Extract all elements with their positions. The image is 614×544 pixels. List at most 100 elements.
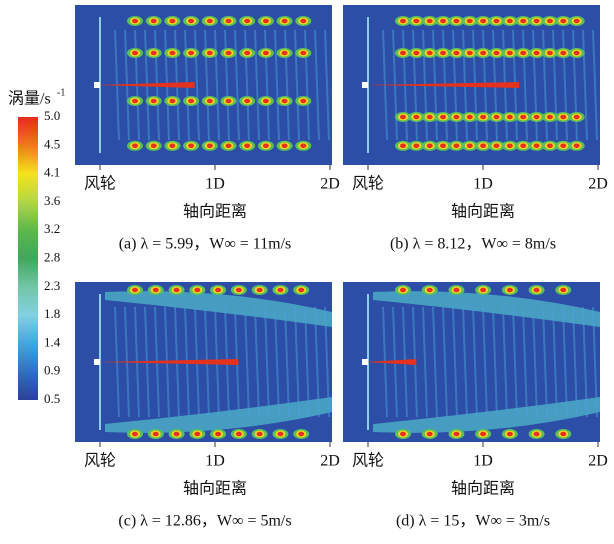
hub [94,82,100,88]
hub-jet [97,82,195,88]
colorbar-label: 5.0 [44,108,60,123]
vortex-core [152,287,159,293]
vortex-core [188,143,195,149]
stripe [314,306,320,418]
colorbar-label: 3.2 [44,221,60,236]
vortex-core [298,431,305,437]
vortex-core [480,431,487,437]
vortex-core [244,98,251,104]
stripe [442,306,448,418]
caption: (d) λ = 15，W∞ = 3m/s [396,513,550,530]
vortex-core [426,18,433,24]
vortex-core [546,114,553,120]
vortex-core [244,50,251,56]
vortex-core [533,18,540,24]
vortex-core [400,431,406,437]
vortex-core [235,431,242,437]
axis-label: 2D [320,176,340,193]
stripe [304,306,310,418]
vortex-core [466,50,473,56]
vortex-core [173,287,180,293]
stripe [194,29,200,141]
vortex-core [169,98,176,104]
vortex-core [262,18,269,24]
vortex-core [194,287,201,293]
vortex-core [169,143,176,149]
vortex-core [281,50,288,56]
vortex-core [132,98,138,104]
stripe [572,306,578,418]
stripe [294,306,300,418]
stripe [532,306,538,418]
vortex-core [426,114,433,120]
stripe [592,306,598,418]
stripe [522,306,528,418]
caption: (b) λ = 8.12，W∞ = 8m/s [390,236,556,253]
colorbar-label: 3.6 [44,193,61,208]
vortex-core [466,18,473,24]
vortex-core [533,287,540,293]
vortex-core [281,18,288,24]
vortex-core [262,50,269,56]
vortex-core [281,98,288,104]
vortex-core [520,114,527,120]
stripe [324,306,330,418]
caption: (a) λ = 5.99，W∞ = 11m/s [119,236,292,253]
vortex-core [400,287,406,293]
vortex-core [533,431,540,437]
axis-label: 2D [588,176,608,193]
vortex-core [169,18,176,24]
stripe [492,306,498,418]
vortex-core [506,50,513,56]
vortex-core [206,18,213,24]
vortex-core [400,18,406,24]
vortex-core [188,98,195,104]
axis-label: 风轮 [352,175,384,193]
vortex-core [560,431,567,437]
vortex-core [235,287,242,293]
vortex-core [132,143,138,149]
stripe [462,306,468,418]
vortex-core [225,50,232,56]
stripe [502,306,508,418]
vortex-core [150,50,157,56]
stripe [582,306,588,418]
vortex-core [493,114,500,120]
vortex-core [413,143,420,149]
vortex-core [206,50,213,56]
vortex-core [533,50,540,56]
vortex-core [573,18,580,24]
colorbar-title-sup: -1 [57,87,65,98]
vortex-core [453,114,460,120]
stripe [562,306,568,418]
vortex-core [466,143,473,149]
vortex-core [480,114,487,120]
vortex-core [506,287,513,293]
panel: 风轮 1D 2D 轴向距离 (b) λ = 8.12，W∞ = 8m/s [343,5,608,253]
axis-title: 轴向距离 [451,480,515,498]
stripe [254,306,260,418]
hub-jet [365,359,417,365]
vortex-core [440,114,447,120]
vortex-core [300,98,307,104]
vortex-core [480,18,487,24]
stripe [472,306,478,418]
vortex-core [533,114,540,120]
stripe [204,29,210,141]
stripe [274,29,280,141]
vortex-core [132,18,138,24]
vortex-core [493,143,500,149]
caption: (c) λ = 12.86，W∞ = 5m/s [118,513,291,530]
vortex-core [194,431,201,437]
vortex-core [132,431,138,437]
stripe [294,29,300,141]
stripe [264,306,270,418]
vortex-core [225,18,232,24]
colorbar-label: 1.8 [44,306,60,321]
vortex-core [169,50,176,56]
vortex-core [506,431,513,437]
vortex-core [506,114,513,120]
axis-label: 1D [473,453,493,470]
vortex-core [560,114,567,120]
hub-jet [97,359,239,365]
